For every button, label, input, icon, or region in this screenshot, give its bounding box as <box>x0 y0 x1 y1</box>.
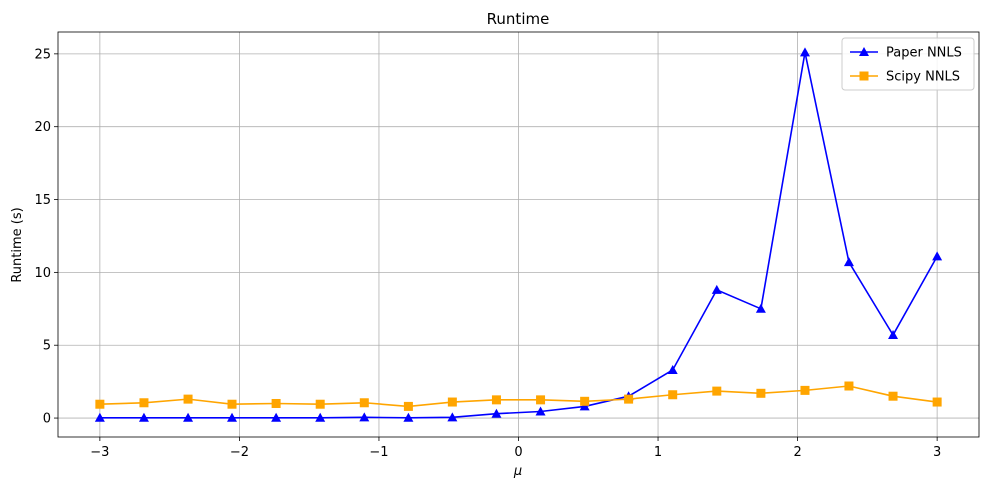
x-tick-label: 1 <box>654 445 662 460</box>
x-tick-label: 2 <box>793 445 801 460</box>
legend-entry: Paper NNLS <box>850 46 962 61</box>
data-point <box>799 47 810 57</box>
data-point <box>447 412 458 422</box>
x-tick-label: 3 <box>933 445 941 460</box>
y-axis-label: Runtime (s) <box>10 207 25 282</box>
y-axis-ticks: 0 5 10 15 20 25 <box>34 47 58 427</box>
data-point <box>491 408 502 418</box>
data-point <box>711 284 722 294</box>
y-tick-label: 20 <box>34 120 51 135</box>
data-point <box>712 386 722 396</box>
legend-entry: Scipy NNLS <box>850 70 960 85</box>
data-point <box>932 251 943 261</box>
data-point <box>95 399 105 409</box>
x-tick-label: −3 <box>90 445 109 460</box>
data-point <box>139 398 149 408</box>
x-axis-label: μ <box>513 464 522 479</box>
data-point <box>624 394 634 404</box>
data-point <box>888 391 898 401</box>
y-tick-label: 10 <box>34 266 51 281</box>
data-point <box>800 385 810 395</box>
data-point <box>844 381 854 391</box>
y-tick-label: 5 <box>43 339 51 354</box>
data-point <box>183 412 194 422</box>
data-point <box>888 330 899 340</box>
x-tick-label: −1 <box>369 445 388 460</box>
data-point <box>668 390 678 400</box>
data-point <box>227 399 237 409</box>
data-point <box>315 412 326 422</box>
data-point <box>271 412 282 422</box>
data-point <box>491 395 501 405</box>
data-point <box>315 399 325 409</box>
chart-title: Runtime <box>487 10 550 28</box>
legend-label: Paper NNLS <box>886 46 962 61</box>
data-point <box>183 394 193 404</box>
legend-marker <box>859 71 869 81</box>
data-point <box>359 412 370 422</box>
data-point <box>403 412 414 422</box>
legend-label: Scipy NNLS <box>886 70 960 85</box>
series-layer <box>94 47 943 422</box>
y-tick-label: 25 <box>34 47 51 62</box>
y-tick-label: 15 <box>34 193 51 208</box>
data-point <box>447 397 457 407</box>
data-point <box>755 303 766 313</box>
legend-marker <box>859 47 869 56</box>
x-axis-ticks: −3 −2 −1 0 1 2 3 <box>90 437 941 460</box>
data-point <box>227 412 238 422</box>
data-point <box>94 412 105 422</box>
data-point <box>932 397 942 407</box>
data-point <box>843 257 854 267</box>
data-point <box>138 412 149 422</box>
data-point <box>403 401 413 411</box>
series-paper-nnls <box>94 47 943 422</box>
data-point <box>580 396 590 406</box>
data-point <box>535 406 546 416</box>
data-point <box>667 364 678 374</box>
data-point <box>271 398 281 408</box>
legend-box <box>841 37 975 91</box>
series-line <box>99 52 938 419</box>
x-tick-label: −2 <box>230 445 249 460</box>
y-tick-label: 0 <box>43 412 51 427</box>
series-scipy-nnls <box>95 381 942 411</box>
series-line <box>99 385 938 408</box>
data-point <box>536 395 546 405</box>
legend: Paper NNLS Scipy NNLS <box>841 37 975 91</box>
x-tick-label: 0 <box>514 445 522 460</box>
grid-lines <box>58 32 979 437</box>
data-point <box>579 401 590 411</box>
data-point <box>756 388 766 398</box>
data-point <box>359 398 369 408</box>
